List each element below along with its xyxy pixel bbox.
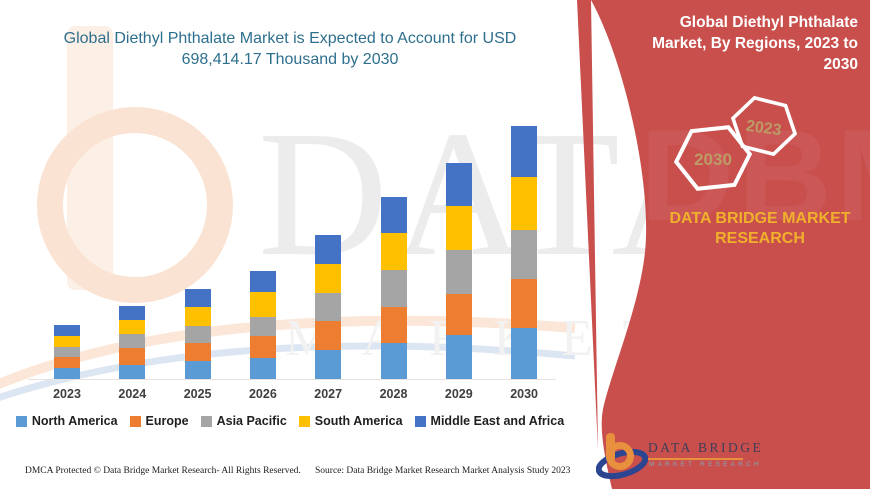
bar-segment-2028-asia-pacific [380, 270, 407, 308]
bar-segment-2023-europe [54, 357, 80, 368]
bar-segment-2024-north-america [119, 364, 146, 379]
bar-segment-2029-asia-pacific [445, 249, 472, 294]
bar-segment-2023-south-america [54, 336, 80, 348]
hexagon-2030-label: 2030 [694, 150, 732, 169]
bar-2028 [380, 196, 407, 379]
bar-2030 [511, 126, 538, 379]
x-axis-label-2026: 2026 [248, 387, 277, 401]
dmca-notice: DMCA Protected © Data Bridge Market Rese… [25, 466, 301, 476]
bar-segment-2023-north-america [54, 368, 80, 379]
bar-segment-2023-asia-pacific [54, 347, 80, 358]
x-axis-label-2025: 2025 [183, 387, 212, 401]
bar-2029 [445, 163, 472, 379]
legend-swatch [15, 415, 27, 427]
bar-segment-2025-middle-east-and-africa [184, 288, 211, 307]
x-axis-label-2027: 2027 [314, 387, 343, 401]
brand-wordmark: DATA BRIDGE MARKET RESEARCH [645, 209, 870, 249]
bar-segment-2025-asia-pacific [184, 326, 211, 344]
panel-heading: Global Diethyl Phthalate Market, By Regi… [652, 14, 858, 73]
bar-2027 [315, 234, 342, 379]
legend-label: South America [314, 414, 403, 428]
x-axis-line [28, 379, 556, 380]
bar-segment-2030-south-america [511, 177, 538, 230]
legend-item-south-america: South America [298, 414, 403, 428]
bar-segment-2030-asia-pacific [511, 229, 538, 279]
hexagon-badges: 2030 2023 [673, 95, 798, 191]
legend-swatch [298, 415, 310, 427]
x-axis-label-2024: 2024 [118, 387, 147, 401]
bar-segment-2026-europe [249, 335, 276, 359]
legend: North America Europe Asia Pacific South Ame… [0, 414, 580, 428]
bar-segment-2030-europe [511, 278, 538, 328]
bar-segment-2023-middle-east-and-africa [54, 325, 80, 337]
legend-swatch [200, 415, 212, 427]
legend-swatch [129, 415, 141, 427]
bar-2023 [54, 325, 80, 379]
hexagon-2023-label: 2023 [745, 118, 783, 140]
bar-segment-2027-asia-pacific [315, 292, 342, 321]
brand-line1: DATA BRIDGE MARKET [669, 210, 851, 227]
bar-segment-2026-asia-pacific [249, 317, 276, 336]
logo-underline [648, 458, 743, 460]
bar-segment-2024-south-america [119, 320, 146, 335]
bar-segment-2030-middle-east-and-africa [511, 126, 538, 178]
x-axis-label-2030: 2030 [510, 387, 538, 401]
bar-2025 [184, 288, 211, 379]
bar-segment-2029-south-america [445, 205, 472, 250]
source-note: Source: Data Bridge Market Research Mark… [315, 466, 571, 476]
bar-segment-2025-europe [184, 343, 211, 362]
bar-2026 [249, 270, 276, 379]
logo-b-icon [596, 433, 649, 480]
bar-segment-2024-middle-east-and-africa [119, 306, 146, 321]
bar-segment-2024-asia-pacific [119, 334, 146, 349]
logo-title: DATA BRIDGE [648, 440, 764, 455]
chart-title: Global Diethyl Phthalate Market is Expec… [63, 30, 517, 69]
legend-item-europe: Europe [129, 414, 189, 428]
bar-segment-2025-south-america [184, 306, 211, 327]
bar-2024 [119, 306, 146, 379]
legend-item-north-america: North America [15, 414, 118, 428]
bar-segment-2028-europe [380, 307, 407, 344]
bar-segment-2026-north-america [249, 358, 276, 379]
bar-segment-2027-middle-east-and-africa [315, 234, 342, 265]
legend-item-asia-pacific: Asia Pacific [200, 414, 287, 428]
x-axis-label-2023: 2023 [53, 387, 81, 401]
legend-label: Middle East and Africa [430, 414, 565, 428]
x-axis-label-2029: 2029 [444, 387, 473, 401]
bar-segment-2028-north-america [380, 343, 407, 379]
bar-segment-2024-europe [119, 348, 146, 365]
legend-label: Asia Pacific [216, 414, 287, 428]
bar-segment-2025-north-america [184, 361, 211, 379]
bar-segment-2026-middle-east-and-africa [249, 270, 276, 292]
legend-label: Europe [145, 414, 189, 428]
logo-subtitle: MARKET RESEARCH [649, 461, 762, 468]
plot-area: Global Diethyl Phthalate Market is Expec… [0, 30, 580, 428]
x-axis-label-2028: 2028 [379, 387, 408, 401]
bar-segment-2027-north-america [315, 350, 342, 379]
bar-segment-2029-middle-east-and-africa [445, 163, 472, 206]
bar-segment-2027-europe [315, 320, 342, 351]
legend-item-middle-east-and-africa: Middle East and Africa [414, 414, 565, 428]
bar-segment-2027-south-america [315, 264, 342, 293]
legend-label: North America [31, 414, 118, 428]
bar-segment-2026-south-america [249, 291, 276, 318]
legend-swatch [414, 415, 426, 427]
bar-segment-2029-north-america [445, 335, 472, 379]
bar-segment-2028-south-america [380, 232, 407, 271]
bar-segment-2028-middle-east-and-africa [380, 196, 407, 233]
data-bridge-logo: DATA BRIDGE MARKET RESEARCH [596, 428, 866, 483]
bar-segment-2030-north-america [511, 327, 538, 379]
bar-segment-2029-europe [445, 293, 472, 336]
brand-line2: RESEARCH [715, 230, 805, 247]
